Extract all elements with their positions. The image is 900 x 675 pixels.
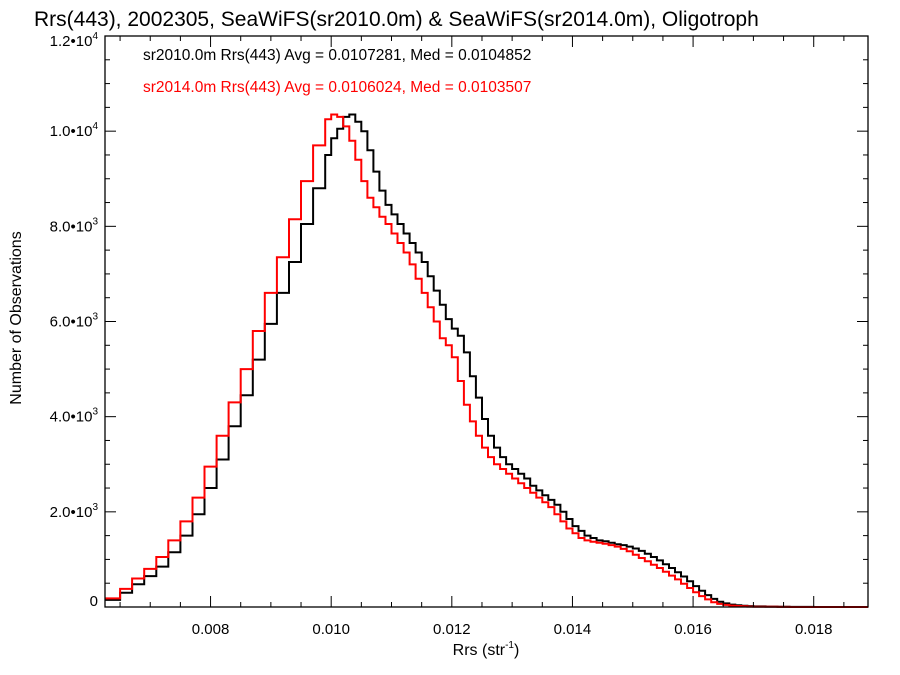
chart-title: Rrs(443), 2002305, SeaWiFS(sr2010.0m) & … <box>34 8 759 31</box>
y-tick-label: 4.0•103 <box>50 407 99 426</box>
legend-entry-sr2014: sr2014.0m Rrs(443) Avg = 0.0106024, Med … <box>143 79 531 96</box>
ticks-layer <box>105 35 868 608</box>
y-tick-label: 6.0•103 <box>50 312 99 331</box>
x-tick-label: 0.016 <box>674 621 712 638</box>
y-tick-labels: 0 2.0•103 4.0•103 6.0•103 8.0•103 1.0•104 1.2•… <box>50 31 99 610</box>
series-layer <box>105 113 868 608</box>
x-tick-labels: 0.008 0.010 0.012 0.014 0.016 0.018 <box>192 621 833 638</box>
y-tick-label: 8.0•103 <box>50 216 99 235</box>
y-axis-label: Number of Observations <box>8 231 25 404</box>
y-tick-label: 0 <box>90 593 98 610</box>
x-axis-label: Rrs (str-1) <box>453 640 520 659</box>
x-axis-label-exponent: -1 <box>505 640 514 651</box>
x-tick-label: 0.014 <box>554 621 592 638</box>
x-tick-label: 0.018 <box>795 621 833 638</box>
legend-entry-sr2010: sr2010.0m Rrs(443) Avg = 0.0107281, Med … <box>143 47 531 64</box>
x-tick-label: 0.012 <box>433 621 471 638</box>
x-tick-label: 0.010 <box>312 621 350 638</box>
y-tick-label: 1.0•104 <box>50 121 99 140</box>
series-line-2 <box>105 113 868 608</box>
x-axis-label-end: ) <box>514 642 519 659</box>
x-tick-label: 0.008 <box>192 621 230 638</box>
plot-frame <box>104 35 869 608</box>
x-axis-label-base: Rrs (str <box>453 642 506 659</box>
series-line-1 <box>105 113 868 608</box>
y-tick-label: 2.0•103 <box>50 502 99 521</box>
y-tick-label: 1.2•104 <box>50 31 99 50</box>
